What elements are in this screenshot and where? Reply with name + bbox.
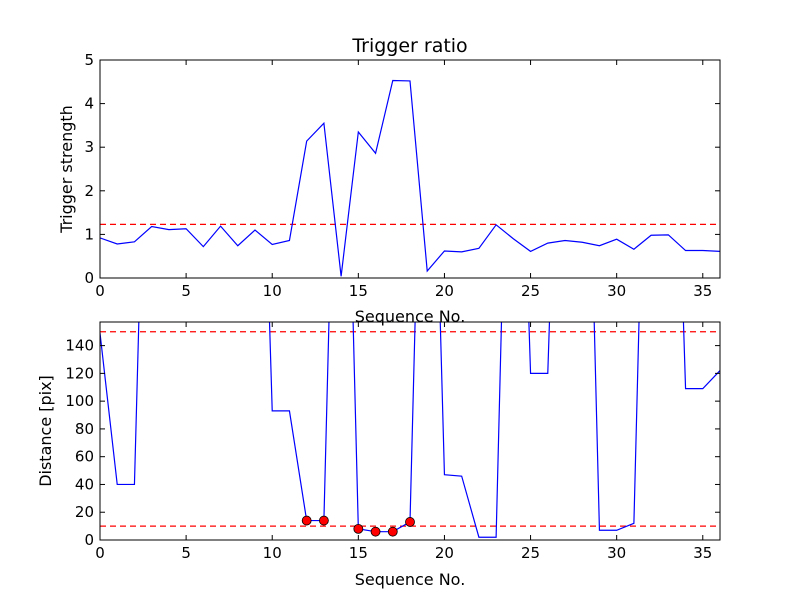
y-tick-label: 3	[84, 138, 94, 156]
x-axis-label: Sequence No.	[355, 570, 466, 589]
data-point-marker	[387, 526, 398, 537]
plot-frame	[99, 59, 721, 279]
x-tick-label: 25	[521, 282, 540, 300]
y-tick-label: 0	[84, 269, 94, 287]
x-tick-label: 15	[349, 282, 368, 300]
y-tick-label: 2	[84, 182, 94, 200]
x-tick-label: 0	[95, 544, 105, 562]
y-tick-label: 80	[75, 420, 94, 438]
x-tick-label: 0	[95, 282, 105, 300]
x-tick-label: 20	[435, 282, 454, 300]
data-point-marker	[318, 515, 329, 526]
x-tick-label: 25	[521, 544, 540, 562]
y-tick-label: 4	[84, 95, 94, 113]
distance-panel: Sequence No. Distance [pix] 0 5 10 15 20 25 30…	[36, 321, 721, 589]
data-point-marker	[301, 515, 312, 526]
x-tick-label: 35	[693, 544, 712, 562]
x-tick-label: 10	[263, 282, 282, 300]
data-point-marker	[405, 517, 415, 527]
y-tick-label: 140	[65, 337, 94, 355]
y-axis-label: Distance [pix]	[36, 375, 55, 487]
y-tick-label: 100	[65, 392, 94, 410]
x-tick-label: 30	[607, 282, 626, 300]
y-tick-label: 40	[75, 475, 94, 493]
x-axis-label: Sequence No.	[355, 307, 466, 326]
y-tick-label: 120	[65, 364, 94, 382]
y-tick-label: 0	[84, 531, 94, 549]
chart-title: Trigger ratio	[351, 35, 467, 57]
data-point-marker	[370, 526, 381, 537]
y-axis-label: Trigger strength	[57, 105, 76, 234]
y-tick-label: 60	[75, 448, 94, 466]
trigger-ratio-panel: Trigger ratio Sequence No. Trigger stren…	[57, 35, 721, 326]
x-tick-label: 10	[263, 544, 282, 562]
x-tick-label: 35	[693, 282, 712, 300]
x-tick-label: 5	[181, 282, 191, 300]
series-line	[100, 79, 720, 277]
y-tick-label: 5	[84, 51, 94, 69]
data-point-marker	[353, 523, 364, 534]
x-tick-label: 15	[349, 544, 368, 562]
x-tick-label: 30	[607, 544, 626, 562]
y-tick-label: 1	[84, 225, 94, 243]
y-tick-label: 20	[75, 503, 94, 521]
plot-frame	[99, 321, 721, 541]
x-tick-label: 5	[181, 544, 191, 562]
x-tick-label: 20	[435, 544, 454, 562]
